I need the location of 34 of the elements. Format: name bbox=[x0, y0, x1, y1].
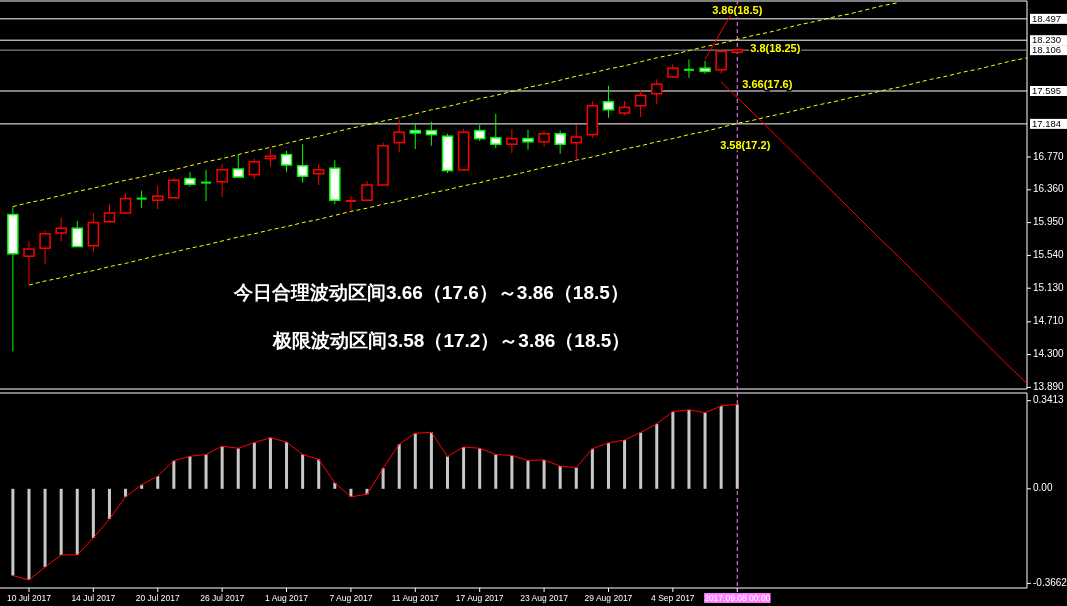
y-tick-label: 0.3413 bbox=[1033, 394, 1065, 406]
annotation: 3.8(18.25) bbox=[750, 41, 801, 54]
annotation: 今日合理波动区间3.66（17.6）～3.86（18.5） bbox=[232, 281, 629, 303]
x-tick-label: 14 Jul 2017 bbox=[71, 593, 116, 603]
y-tick-label: 16.770 bbox=[1033, 150, 1065, 162]
y-tick-label: 15.130 bbox=[1033, 281, 1065, 293]
x-tick-label: 11 Aug 2017 bbox=[391, 593, 440, 603]
ref-line-label: 18.106 bbox=[1032, 44, 1062, 56]
y-tick-label: 0.00 bbox=[1033, 482, 1053, 494]
ref-line-label: 17.184 bbox=[1032, 117, 1062, 129]
x-tick-label: 23 Aug 2017 bbox=[520, 593, 569, 603]
y-tick-label: 14.300 bbox=[1033, 348, 1065, 360]
y-tick-label: -0.3662 bbox=[1033, 577, 1067, 589]
annotation: 3.58(17.2) bbox=[720, 138, 771, 151]
y-tick-label: 13.890 bbox=[1033, 381, 1065, 393]
annotation: 极限波动区间3.58（17.2）～3.86（18.5） bbox=[272, 329, 631, 351]
y-tick-label: 16.360 bbox=[1033, 183, 1065, 195]
y-tick-label: 15.950 bbox=[1033, 216, 1065, 228]
annotation: 3.66(17.6) bbox=[742, 77, 793, 90]
ref-line-label: 18.497 bbox=[1032, 12, 1062, 24]
x-tick-label: 7 Aug 2017 bbox=[329, 593, 373, 603]
x-tick-label: 10 Jul 2017 bbox=[7, 593, 52, 603]
annotation: 3.86(18.5) bbox=[712, 3, 763, 16]
x-tick-label: 1 Aug 2017 bbox=[265, 593, 309, 603]
x-tick-label: 2017.09.08 00:00 bbox=[704, 593, 771, 603]
ref-line-label: 17.595 bbox=[1032, 85, 1062, 97]
y-tick-label: 15.540 bbox=[1033, 249, 1065, 261]
x-tick-label: 26 Jul 2017 bbox=[200, 593, 245, 603]
x-tick-label: 4 Sep 2017 bbox=[651, 593, 695, 603]
x-tick-label: 17 Aug 2017 bbox=[455, 593, 504, 603]
x-tick-label: 29 Aug 2017 bbox=[584, 593, 633, 603]
ref-line-label: 18.230 bbox=[1032, 34, 1062, 46]
y-tick-label: 14.710 bbox=[1033, 315, 1065, 327]
x-tick-label: 20 Jul 2017 bbox=[135, 593, 180, 603]
